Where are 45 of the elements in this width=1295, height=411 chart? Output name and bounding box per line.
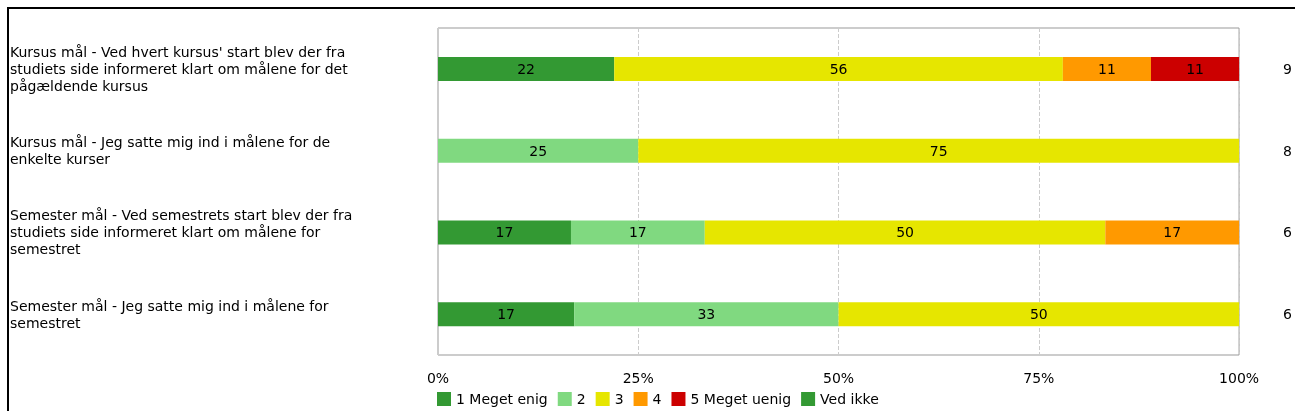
bar	[1062, 56, 1151, 81]
bar	[438, 138, 639, 163]
data-label: 17	[1163, 224, 1182, 241]
data-label: 56	[829, 60, 848, 77]
text: 9	[1283, 60, 1293, 77]
bar	[438, 220, 571, 245]
data-label: 17	[628, 224, 647, 241]
data-label: 50	[1029, 306, 1048, 323]
bar	[574, 302, 839, 327]
x-tick-label: 0%	[426, 370, 450, 386]
bar	[570, 220, 705, 245]
data-label: 11	[1186, 60, 1204, 77]
bar	[1105, 220, 1240, 245]
text: 8	[1283, 142, 1293, 159]
legend-label: Ved ikke	[820, 391, 879, 407]
data-label: 17	[497, 306, 516, 323]
legend-label: 2	[576, 391, 586, 407]
data-label: 50	[896, 224, 914, 241]
legend-label: 3	[614, 391, 624, 407]
data-label: 22	[517, 60, 536, 77]
bar	[838, 302, 1240, 327]
bar	[638, 138, 1240, 163]
bar	[614, 56, 1063, 81]
y-tick-label: Semester mål - Ved semestrets start blev der fra studiets side informeret klart om målene for semestret	[10, 207, 357, 258]
text: 6	[1283, 224, 1293, 241]
data-label: 11	[1098, 60, 1116, 77]
y-tick-label: Kursus mål - Jeg satte mig ind i målene for de enkelte kurser	[10, 134, 335, 168]
legend-label: 5 Meget uenig	[690, 391, 792, 407]
x-tick-label: 50%	[822, 370, 855, 386]
legend-label: 1 Meget enig	[456, 391, 548, 407]
bar	[438, 302, 575, 327]
y-tick-label: Semester mål - Jeg satte mig ind i målene for semestret	[10, 297, 334, 331]
text: 6	[1283, 306, 1293, 323]
bar	[704, 220, 1106, 245]
data-label: 17	[495, 224, 514, 241]
legend-label: 4	[652, 391, 662, 407]
bar	[438, 56, 615, 81]
bar	[1150, 56, 1240, 81]
data-label: 33	[697, 306, 716, 323]
x-tick-label: 100%	[1219, 370, 1260, 386]
x-tick-label: 25%	[622, 370, 654, 386]
data-label: 25	[529, 142, 548, 159]
x-tick-label: 75%	[1023, 370, 1055, 386]
y-tick-label: Kursus mål - Ved hvert kursus' start blev der fra studiets side informeret klart om målene for det pågældende kursus	[10, 43, 353, 94]
data-label: 75	[929, 142, 948, 159]
